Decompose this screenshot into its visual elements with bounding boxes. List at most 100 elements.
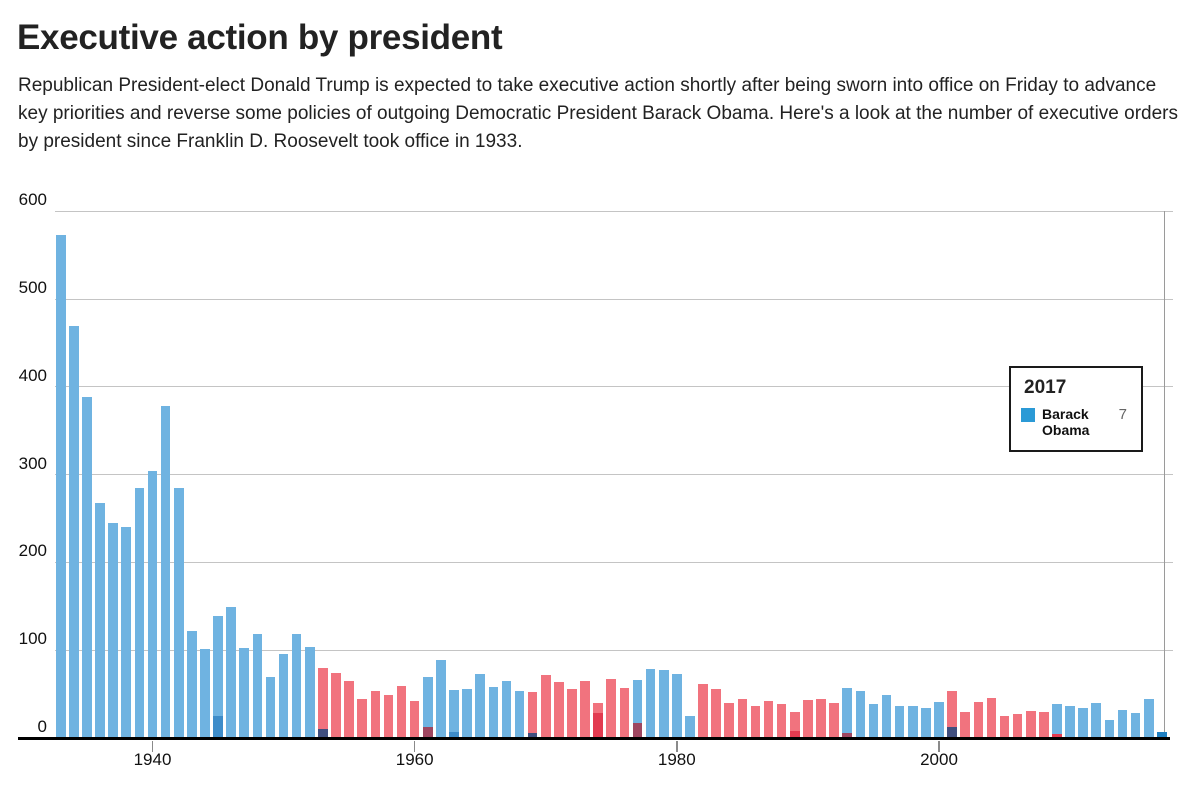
bar-1961[interactable] — [422, 677, 433, 738]
bar-1956[interactable] — [357, 699, 368, 738]
bar-2007[interactable] — [1025, 710, 1036, 738]
bar-1983[interactable] — [711, 688, 721, 738]
bar-2012[interactable] — [1091, 702, 1102, 738]
bar-1958[interactable] — [383, 695, 394, 738]
bar-segment-1983-red — [711, 688, 721, 738]
bar-1988[interactable] — [776, 703, 787, 738]
bar-1952[interactable] — [305, 646, 315, 738]
bar-1974[interactable] — [593, 702, 603, 738]
bar-segment-1951-blue — [291, 633, 302, 738]
bar-2009[interactable] — [1052, 703, 1062, 738]
bar-1981[interactable] — [685, 716, 695, 738]
bar-1971[interactable] — [554, 681, 564, 738]
bar-2000[interactable] — [934, 702, 944, 738]
bar-1939[interactable] — [134, 487, 145, 738]
bar-2015[interactable] — [1130, 712, 1141, 738]
bar-1966[interactable] — [488, 687, 499, 738]
bar-1973[interactable] — [580, 680, 590, 738]
bar-1963[interactable] — [449, 689, 459, 738]
bar-1935[interactable] — [82, 396, 92, 738]
gridline-600 — [55, 210, 1173, 212]
bar-1979[interactable] — [658, 669, 669, 738]
bar-2004[interactable] — [986, 697, 997, 738]
bar-1947[interactable] — [239, 648, 250, 738]
bar-1941[interactable] — [160, 406, 171, 738]
bar-1950[interactable] — [278, 653, 289, 738]
bar-1957[interactable] — [370, 690, 381, 738]
bar-1951[interactable] — [291, 633, 302, 738]
bar-1938[interactable] — [121, 527, 132, 738]
bar-1960[interactable] — [409, 701, 420, 738]
bar-2001[interactable] — [947, 690, 957, 738]
bar-segment-1974-crimson — [593, 712, 603, 738]
bar-1969[interactable] — [527, 692, 538, 738]
bar-2003[interactable] — [973, 702, 984, 738]
bar-1982[interactable] — [698, 683, 708, 738]
bar-1968[interactable] — [514, 690, 525, 738]
bar-1996[interactable] — [881, 695, 892, 738]
bar-1933[interactable] — [55, 234, 66, 738]
bar-1944[interactable] — [200, 649, 210, 738]
bar-1946[interactable] — [226, 607, 236, 738]
bar-1954[interactable] — [331, 673, 341, 738]
bar-1991[interactable] — [816, 698, 826, 738]
bar-segment-2006-red — [1012, 714, 1023, 738]
bar-segment-1984-red — [724, 702, 735, 738]
bar-1995[interactable] — [868, 703, 879, 738]
bar-2014[interactable] — [1117, 709, 1128, 738]
bar-1945[interactable] — [213, 616, 223, 738]
bar-2002[interactable] — [960, 711, 971, 738]
x-axis-label-2000: 2000 — [920, 750, 958, 769]
bar-2008[interactable] — [1039, 711, 1049, 738]
bar-1962[interactable] — [436, 659, 446, 738]
bar-1964[interactable] — [462, 688, 472, 738]
bar-1937[interactable] — [108, 522, 118, 738]
bar-2017[interactable] — [1157, 731, 1167, 738]
bar-segment-2009-crimson — [1052, 733, 1062, 738]
bar-segment-1936-blue — [95, 502, 105, 738]
bar-1948[interactable] — [252, 634, 263, 738]
bar-1990[interactable] — [803, 700, 813, 738]
bar-1989[interactable] — [789, 711, 800, 738]
bar-1959[interactable] — [396, 686, 407, 738]
bar-1955[interactable] — [344, 680, 354, 738]
bar-1994[interactable] — [855, 690, 866, 738]
bar-1940[interactable] — [147, 471, 158, 738]
bar-segment-1947-blue — [239, 648, 250, 738]
bar-2005[interactable] — [999, 716, 1010, 738]
bar-1976[interactable] — [619, 688, 630, 738]
bar-1936[interactable] — [95, 502, 105, 738]
bar-1970[interactable] — [540, 674, 551, 738]
bar-1967[interactable] — [501, 680, 512, 738]
gridline-200 — [55, 561, 1173, 563]
bar-segment-1985-red — [737, 699, 748, 738]
bar-1972[interactable] — [567, 688, 577, 738]
bar-1943[interactable] — [187, 630, 197, 738]
bar-1984[interactable] — [724, 702, 735, 738]
bar-1998[interactable] — [907, 705, 918, 738]
bar-1987[interactable] — [763, 701, 774, 738]
bar-1985[interactable] — [737, 699, 748, 738]
bar-1934[interactable] — [69, 326, 79, 738]
bar-1978[interactable] — [645, 668, 656, 738]
bar-1992[interactable] — [829, 702, 839, 738]
tooltip-value: 7 — [1118, 406, 1127, 423]
bar-segment-1969-navy — [527, 732, 538, 738]
bar-1997[interactable] — [894, 705, 905, 738]
bar-1993[interactable] — [842, 688, 853, 738]
bar-1999[interactable] — [921, 708, 931, 738]
bar-2013[interactable] — [1104, 720, 1115, 738]
bar-2010[interactable] — [1065, 706, 1075, 738]
bar-1942[interactable] — [173, 487, 184, 738]
bar-1975[interactable] — [606, 679, 617, 738]
bar-1965[interactable] — [475, 673, 486, 738]
bar-1986[interactable] — [750, 706, 761, 738]
bar-1980[interactable] — [672, 673, 682, 738]
bar-segment-1958-red — [383, 695, 394, 738]
bar-2016[interactable] — [1143, 699, 1154, 738]
bar-1953[interactable] — [318, 667, 328, 738]
bar-1949[interactable] — [265, 677, 276, 738]
bar-2006[interactable] — [1012, 714, 1023, 738]
bar-1977[interactable] — [632, 680, 643, 738]
bar-2011[interactable] — [1078, 708, 1088, 738]
